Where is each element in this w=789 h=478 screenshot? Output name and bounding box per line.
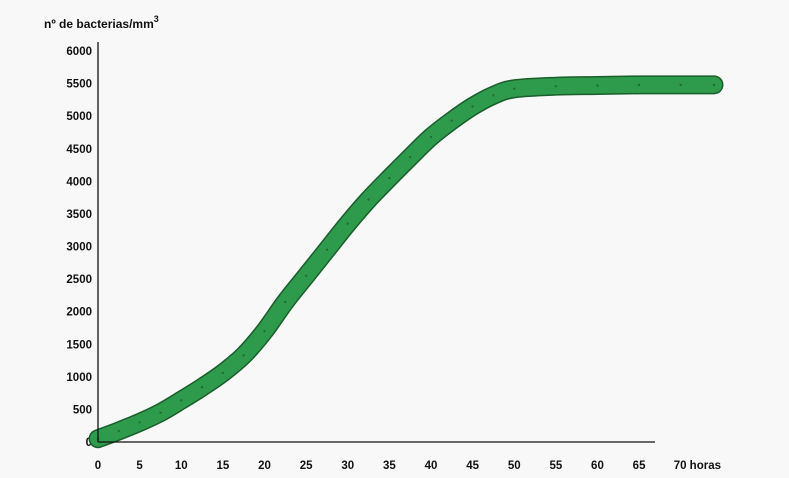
data-point bbox=[596, 84, 599, 87]
data-point bbox=[637, 83, 641, 87]
data-point bbox=[221, 371, 225, 375]
y-tick-label: 0 bbox=[86, 437, 92, 449]
data-point bbox=[159, 411, 162, 414]
data-point bbox=[712, 83, 716, 87]
data-point bbox=[388, 176, 391, 180]
x-tick-label: 20 bbox=[258, 460, 271, 472]
x-tick-label: 35 bbox=[383, 460, 396, 472]
x-tick-label: 60 bbox=[591, 460, 604, 472]
y-tick-label: 5500 bbox=[66, 79, 92, 91]
x-tick-label: 65 bbox=[633, 460, 646, 472]
y-tick-label: 6000 bbox=[66, 46, 92, 58]
data-point bbox=[513, 87, 516, 90]
y-axis-title: nº de bacterias/mm3 bbox=[44, 14, 159, 31]
y-tick-label: 4000 bbox=[66, 176, 92, 188]
x-axis-ticks: 0 5 10 15 20 25 30 35 40 45 50 55 60 65 70 horas bbox=[95, 460, 721, 472]
y-tick-label: 2000 bbox=[66, 307, 92, 319]
data-point bbox=[242, 354, 245, 357]
x-tick-label: 5 bbox=[136, 460, 143, 472]
data-point bbox=[346, 222, 349, 225]
x-tick-label: 0 bbox=[95, 460, 101, 472]
y-tick-label: 2500 bbox=[66, 274, 92, 286]
y-axis-title-text: nº de bacterias/mm bbox=[44, 17, 154, 31]
growth-curve-line bbox=[90, 76, 722, 447]
x-tick-label: 15 bbox=[216, 460, 229, 472]
data-point bbox=[429, 135, 433, 139]
x-tick-label: 10 bbox=[175, 460, 188, 472]
x-tick-label: 45 bbox=[466, 460, 479, 472]
data-point bbox=[304, 274, 308, 278]
y-tick-label: 1000 bbox=[66, 372, 92, 384]
data-point bbox=[180, 399, 183, 402]
x-tick-label: 30 bbox=[341, 460, 354, 472]
x-tick-label: 50 bbox=[508, 460, 521, 472]
data-point bbox=[367, 198, 370, 201]
data-point bbox=[679, 83, 682, 87]
data-point bbox=[325, 248, 329, 251]
x-tick-label: 55 bbox=[549, 460, 562, 472]
x-tick-label: 70 horas bbox=[674, 460, 721, 472]
x-tick-label: 40 bbox=[425, 460, 438, 472]
data-point bbox=[263, 330, 266, 333]
data-point bbox=[117, 429, 121, 433]
y-tick-label: 3500 bbox=[66, 209, 92, 221]
data-point bbox=[200, 386, 204, 389]
data-point bbox=[471, 105, 474, 108]
y-tick-label: 5000 bbox=[66, 111, 92, 123]
data-point bbox=[554, 84, 558, 88]
y-tick-label: 4500 bbox=[66, 144, 92, 156]
data-point bbox=[284, 300, 287, 304]
series-group bbox=[88, 75, 724, 449]
y-tick-label: 500 bbox=[73, 404, 92, 416]
data-point bbox=[138, 421, 141, 424]
x-tick-label: 25 bbox=[300, 460, 313, 472]
y-tick-label: 1500 bbox=[66, 339, 92, 351]
y-tick-label: 3000 bbox=[66, 242, 92, 254]
data-point bbox=[408, 156, 412, 159]
data-point bbox=[492, 94, 495, 97]
data-point bbox=[450, 119, 453, 122]
y-axis-ticks: 0 500 1000 1500 2000 2500 3000 3500 4000 4500 5000… bbox=[66, 46, 92, 449]
y-axis-title-superscript: 3 bbox=[154, 14, 159, 24]
